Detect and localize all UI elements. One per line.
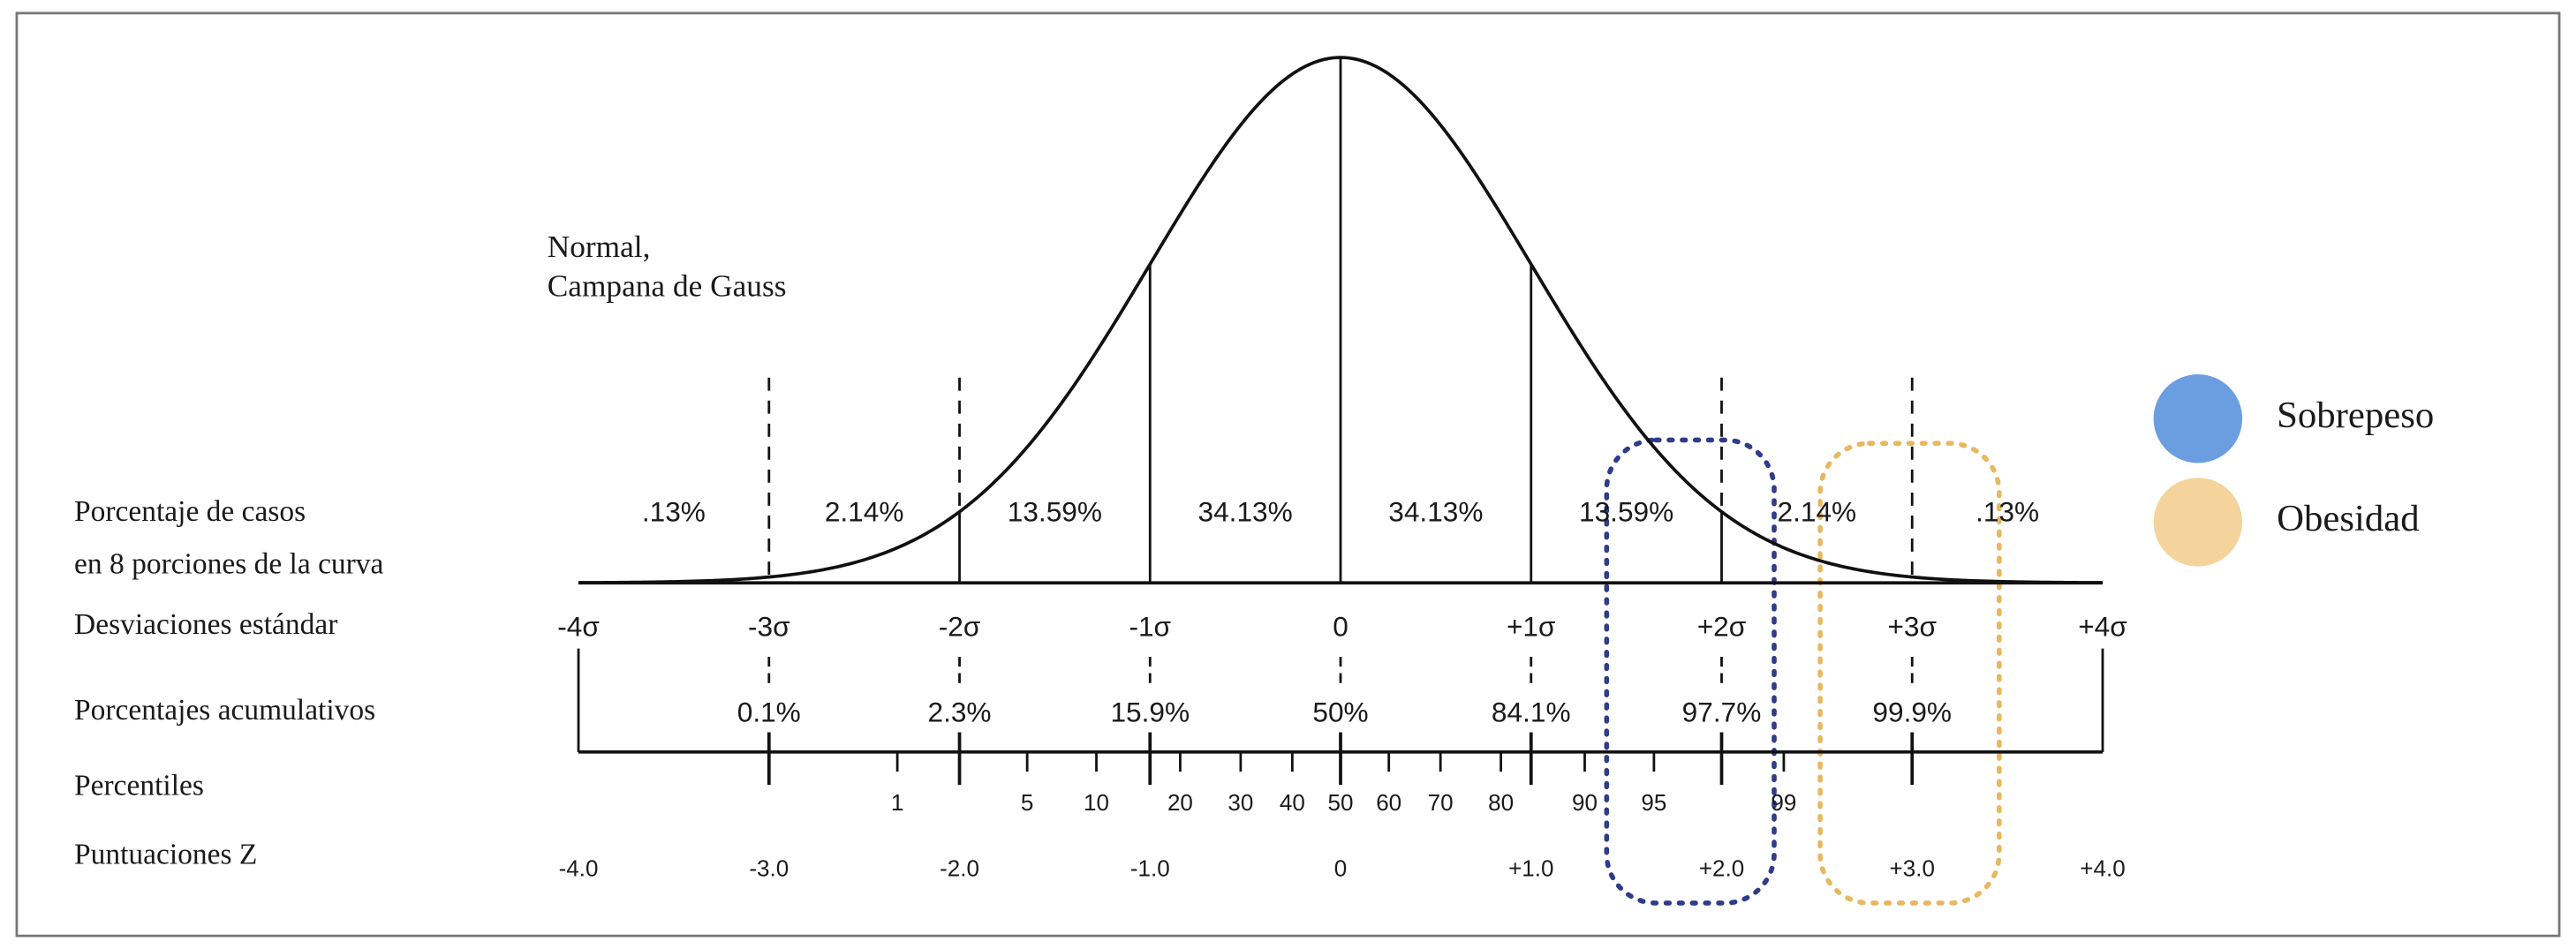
cumulative-percent: 0.1% — [737, 696, 801, 727]
percentile-label: 40 — [1280, 789, 1305, 816]
legend-label: Sobrepeso — [2277, 395, 2434, 436]
segment-percent: 34.13% — [1198, 495, 1293, 527]
title-line: Normal, — [548, 230, 651, 264]
percentile-label: 80 — [1488, 789, 1514, 816]
segment-percent: 13.59% — [1008, 495, 1102, 527]
row-label: Porcentajes acumulativos — [74, 694, 375, 727]
cumulative-percent: 2.3% — [927, 696, 991, 727]
cumulative-percent: 97.7% — [1682, 696, 1762, 727]
z-score-label: 0 — [1334, 855, 1347, 882]
row-label: en 8 porciones de la curva — [74, 547, 383, 580]
segment-percent: 2.14% — [825, 495, 904, 527]
cumulative-percent: 99.9% — [1872, 696, 1952, 727]
percentile-label: 30 — [1228, 789, 1253, 816]
cumulative-percent: 84.1% — [1492, 696, 1571, 727]
z-score-label: +4.0 — [2080, 855, 2125, 882]
percentile-label: 10 — [1084, 789, 1109, 816]
percentile-label: 70 — [1428, 789, 1454, 816]
row-label: Percentiles — [74, 769, 204, 802]
sigma-label: +1σ — [1507, 611, 1556, 643]
sigma-label: -2σ — [939, 611, 981, 643]
z-score-label: -3.0 — [749, 855, 789, 882]
row-label: Porcentaje de casos — [74, 495, 306, 528]
legend-swatch — [2153, 478, 2243, 567]
frame — [15, 11, 2561, 938]
percentile-label: 1 — [891, 789, 903, 816]
z-score-label: -2.0 — [940, 855, 979, 882]
z-score-label: +1.0 — [1508, 855, 1553, 882]
segment-percent: .13% — [1975, 495, 2039, 527]
z-score-label: +2.0 — [1699, 855, 1744, 882]
row-label: Puntuaciones Z — [74, 839, 257, 871]
percentile-label: 50 — [1328, 789, 1354, 816]
percentile-label: 99 — [1771, 789, 1796, 816]
sigma-label: -4σ — [557, 611, 600, 643]
sigma-label: +3σ — [1887, 611, 1937, 643]
sigma-label: +2σ — [1697, 611, 1747, 643]
z-score-label: -1.0 — [1130, 855, 1170, 882]
row-label: Desviaciones estándar — [74, 608, 337, 641]
segment-percent: .13% — [642, 495, 706, 527]
segment-percent: 2.14% — [1778, 495, 1857, 527]
sigma-label: +4σ — [2078, 611, 2127, 643]
percentile-label: 20 — [1167, 789, 1193, 816]
percentile-label: 60 — [1376, 789, 1401, 816]
sigma-label: -3σ — [748, 611, 790, 643]
segment-percent: 13.59% — [1579, 495, 1673, 527]
legend-swatch — [2153, 374, 2243, 463]
sigma-label: 0 — [1333, 611, 1348, 643]
cumulative-percent: 50% — [1312, 696, 1368, 727]
percentile-label: 90 — [1572, 789, 1598, 816]
overweight-zone — [1604, 437, 1777, 906]
cumulative-percent: 15.9% — [1110, 696, 1190, 727]
z-score-label: +3.0 — [1890, 855, 1935, 882]
segment-percent: 34.13% — [1388, 495, 1483, 527]
percentile-label: 95 — [1641, 789, 1666, 816]
z-score-label: -4.0 — [559, 855, 599, 882]
title-line: Campana de Gauss — [548, 268, 787, 303]
obesity-zone — [1817, 441, 2002, 906]
legend-label: Obesidad — [2277, 498, 2420, 539]
percentile-label: 5 — [1021, 789, 1033, 816]
sigma-label: -1σ — [1129, 611, 1171, 643]
